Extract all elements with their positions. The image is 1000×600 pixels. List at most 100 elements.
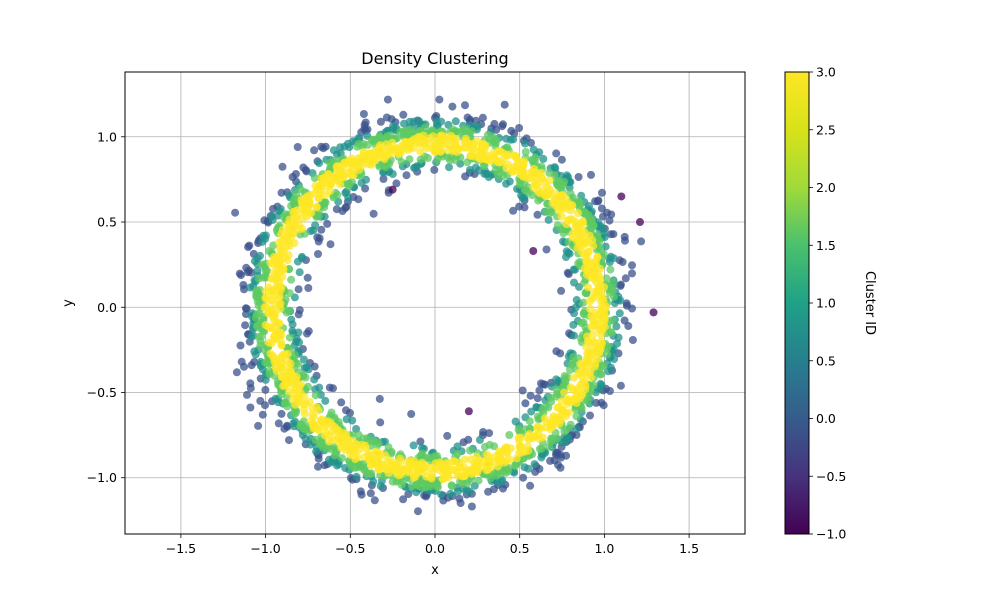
data-point-cluster-0 bbox=[258, 410, 267, 419]
scatter-points bbox=[231, 95, 658, 516]
data-point-cluster-0 bbox=[628, 261, 636, 270]
data-point-cluster-3 bbox=[467, 470, 476, 479]
data-point-cluster-0 bbox=[628, 336, 637, 344]
data-point-cluster-0 bbox=[338, 207, 347, 215]
x-tick-label: −0.5 bbox=[335, 541, 365, 556]
data-point-cluster-0 bbox=[606, 230, 615, 239]
x-tick-label: 0.0 bbox=[425, 541, 445, 556]
data-point-cluster-3 bbox=[541, 423, 550, 432]
data-point-cluster-2 bbox=[474, 476, 483, 485]
data-point-cluster-3 bbox=[519, 167, 528, 176]
colorbar-tick-label: 1.0 bbox=[816, 296, 836, 311]
data-point-cluster-3 bbox=[445, 134, 454, 143]
data-point-cluster-2 bbox=[463, 158, 472, 167]
data-point-cluster-0 bbox=[448, 102, 457, 111]
data-point-cluster-2 bbox=[483, 130, 492, 139]
data-point-cluster-3 bbox=[409, 470, 418, 479]
data-point-cluster-1 bbox=[451, 117, 460, 126]
colorbar-tick-label: 0.0 bbox=[816, 411, 836, 426]
data-point-cluster-0 bbox=[592, 398, 601, 407]
data-point-cluster-3 bbox=[490, 152, 498, 161]
data-point-cluster-3 bbox=[498, 156, 507, 165]
data-point-cluster-3 bbox=[495, 147, 504, 156]
data-point-cluster-1 bbox=[562, 253, 570, 261]
data-point-cluster-1 bbox=[327, 458, 336, 467]
data-point-cluster-2 bbox=[569, 353, 578, 361]
data-point-cluster-0 bbox=[246, 384, 255, 393]
data-point-cluster-0 bbox=[587, 170, 595, 179]
data-point-cluster-0 bbox=[526, 391, 535, 400]
data-point-cluster-2 bbox=[365, 469, 374, 478]
data-point-cluster-0 bbox=[314, 462, 322, 471]
data-point-cluster-1 bbox=[566, 178, 575, 187]
data-point-cluster-3 bbox=[335, 176, 343, 185]
data-point-cluster-3 bbox=[306, 416, 315, 425]
data-point-cluster-3 bbox=[513, 155, 521, 164]
data-point-cluster-3 bbox=[276, 250, 285, 259]
data-point-cluster-2 bbox=[428, 126, 437, 135]
data-point-cluster-3 bbox=[295, 221, 304, 230]
data-point-cluster-3 bbox=[349, 170, 358, 179]
data-point-cluster-2 bbox=[480, 442, 489, 451]
data-point-cluster-2 bbox=[369, 135, 378, 144]
data-point-cluster-1 bbox=[613, 339, 622, 348]
data-point-cluster-3 bbox=[590, 288, 599, 296]
data-point-cluster-3 bbox=[392, 465, 401, 474]
noise-point bbox=[464, 407, 473, 416]
data-point-cluster-0 bbox=[310, 362, 319, 371]
data-point-cluster-3 bbox=[340, 172, 349, 180]
data-point-cluster-3 bbox=[353, 158, 362, 167]
data-point-cluster-3 bbox=[330, 423, 339, 432]
data-point-cluster-0 bbox=[407, 410, 416, 418]
data-point-cluster-3 bbox=[384, 468, 393, 477]
data-point-cluster-1 bbox=[475, 166, 484, 175]
data-point-cluster-3 bbox=[582, 342, 591, 351]
data-point-cluster-3 bbox=[278, 225, 287, 234]
data-point-cluster-3 bbox=[565, 408, 573, 417]
data-point-cluster-2 bbox=[603, 350, 612, 359]
data-point-cluster-2 bbox=[579, 309, 588, 318]
data-point-cluster-3 bbox=[562, 195, 571, 204]
data-point-cluster-3 bbox=[301, 207, 310, 216]
data-point-cluster-3 bbox=[564, 397, 572, 406]
data-point-cluster-3 bbox=[576, 359, 585, 368]
data-point-cluster-2 bbox=[264, 247, 273, 255]
data-point-cluster-1 bbox=[276, 205, 285, 213]
data-point-cluster-0 bbox=[586, 411, 594, 420]
y-tick-label: 0.0 bbox=[97, 300, 117, 315]
data-point-cluster-0 bbox=[236, 341, 245, 350]
data-point-cluster-1 bbox=[509, 135, 518, 144]
data-point-cluster-2 bbox=[505, 431, 514, 439]
data-point-cluster-2 bbox=[338, 454, 346, 463]
data-point-cluster-1 bbox=[612, 322, 621, 331]
data-point-cluster-3 bbox=[598, 305, 606, 314]
data-point-cluster-1 bbox=[529, 145, 538, 154]
data-point-cluster-3 bbox=[503, 448, 512, 457]
data-point-cluster-2 bbox=[606, 265, 615, 274]
data-point-cluster-2 bbox=[575, 198, 584, 207]
data-point-cluster-2 bbox=[397, 158, 406, 167]
data-point-cluster-0 bbox=[278, 162, 287, 171]
y-tick-label: −0.5 bbox=[87, 385, 117, 400]
data-point-cluster-2 bbox=[446, 156, 455, 165]
data-point-cluster-0 bbox=[607, 210, 616, 219]
data-point-cluster-1 bbox=[415, 117, 424, 126]
data-point-cluster-1 bbox=[610, 355, 619, 364]
data-point-cluster-2 bbox=[552, 385, 561, 394]
data-point-cluster-2 bbox=[589, 381, 598, 390]
data-point-cluster-3 bbox=[479, 140, 488, 149]
data-point-cluster-1 bbox=[432, 117, 441, 126]
x-tick-label: −1.5 bbox=[166, 541, 196, 556]
data-point-cluster-3 bbox=[525, 174, 534, 183]
data-point-cluster-0 bbox=[285, 436, 293, 445]
data-point-cluster-1 bbox=[437, 490, 446, 499]
data-point-cluster-3 bbox=[452, 137, 461, 146]
data-point-cluster-1 bbox=[475, 435, 484, 444]
data-point-cluster-3 bbox=[297, 196, 306, 204]
data-point-cluster-3 bbox=[572, 394, 581, 403]
data-point-cluster-0 bbox=[518, 386, 527, 395]
data-point-cluster-3 bbox=[422, 472, 431, 481]
data-point-cluster-0 bbox=[416, 437, 425, 446]
data-point-cluster-3 bbox=[374, 465, 383, 474]
data-point-cluster-1 bbox=[606, 363, 615, 372]
